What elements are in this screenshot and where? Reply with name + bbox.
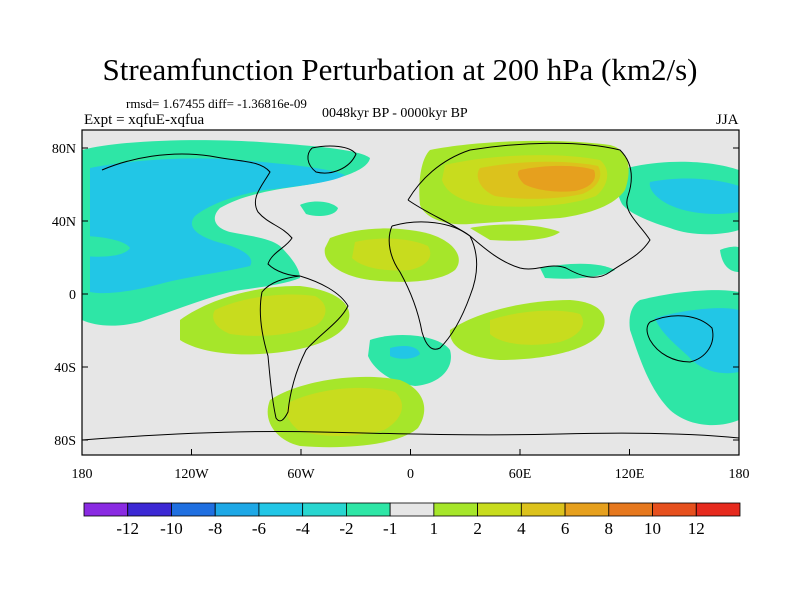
stats-text: rmsd= 1.67455 diff= -1.36816e-09 — [126, 96, 307, 111]
contour-neg-tropical-pacific — [720, 246, 739, 272]
colorbar-swatch — [345, 502, 391, 517]
lat-label-0: 0 — [69, 288, 76, 303]
lat-label-40n: 40N — [52, 215, 76, 230]
colorbar-label: 8 — [605, 519, 614, 538]
colorbar-swatch — [433, 502, 479, 517]
contour-neg-indian — [540, 263, 615, 279]
colorbar-label: -12 — [116, 519, 139, 538]
contour-neg-south-atlantic-core — [390, 346, 420, 359]
lat-label-40s: 40S — [54, 361, 76, 376]
contour-pos-tropical-indian — [470, 224, 560, 241]
colorbar-swatch — [302, 502, 347, 517]
lat-label-80s: 80S — [54, 434, 76, 449]
contour-neg-australia-core — [655, 308, 739, 374]
map-title: Streamfunction Perturbation at 200 hPa (… — [102, 52, 698, 87]
colorbar-swatch — [564, 502, 610, 517]
contour-pos-eurasia-6 — [517, 165, 596, 192]
colorbar-swatch — [520, 502, 566, 517]
contour-field — [82, 130, 739, 455]
contour-neg-north-america-core — [90, 158, 345, 294]
lon-label-0: 0 — [407, 467, 414, 482]
coastline-australia — [646, 315, 714, 363]
colorbar-label: 4 — [517, 519, 526, 538]
colorbar-label: -6 — [252, 519, 266, 538]
colorbar-label: -2 — [339, 519, 353, 538]
lon-label-60w: 60W — [287, 467, 315, 482]
contour-pos-south-pacific-core — [286, 387, 402, 436]
colorbar-swatch — [127, 502, 172, 517]
colorbar-label: -1 — [383, 519, 397, 538]
coastline-antarctica — [82, 430, 739, 441]
colorbar-swatch — [83, 502, 129, 517]
coastline-greenland — [307, 145, 357, 174]
lon-label-120w: 120W — [174, 467, 209, 482]
axis-ticks — [81, 147, 740, 455]
colorbar-label: 6 — [561, 519, 570, 538]
lon-label-180e: 180 — [729, 467, 750, 482]
contour-pos-south-america-core — [213, 294, 326, 336]
coastlines — [82, 142, 739, 441]
colorbar-swatch — [389, 502, 435, 517]
colorbar-swatch — [652, 502, 697, 517]
season-label: JJA — [716, 112, 739, 128]
lon-label-60e: 60E — [509, 467, 532, 482]
colorbar-swatch — [695, 502, 741, 517]
contour-neg-east-asia-core — [649, 178, 739, 214]
colorbar-swatch — [258, 502, 304, 517]
lat-label-80n: 80N — [52, 142, 76, 157]
period-label: 0048kyr BP - 0000kyr BP — [322, 106, 468, 121]
lon-label-120e: 120E — [615, 467, 645, 482]
colorbar: -12 -10 -8 -6 -4 -2 -1 1 2 4 6 8 10 12 — [83, 502, 741, 538]
colorbar-label: 1 — [430, 519, 439, 538]
colorbar-label: 10 — [644, 519, 661, 538]
coastline-north-america — [101, 153, 301, 277]
contour-pos-indian-ocean-core — [490, 310, 584, 345]
contour-neg-north-pacific — [82, 236, 130, 257]
colorbar-swatch — [171, 502, 216, 517]
colorbar-swatch — [477, 502, 522, 517]
colorbar-swatch — [214, 502, 260, 517]
contour-neg-atlantic — [300, 201, 338, 216]
colorbar-label: -8 — [208, 519, 222, 538]
coastline-south-america — [259, 275, 349, 422]
lon-label-180w: 180 — [72, 467, 93, 482]
coastline-eurasia — [407, 142, 651, 278]
colorbar-label: -4 — [296, 519, 311, 538]
colorbar-swatch — [608, 502, 653, 517]
colorbar-label: 12 — [688, 519, 705, 538]
colorbar-label: -10 — [160, 519, 183, 538]
colorbar-label: 2 — [473, 519, 482, 538]
experiment-label: Expt = xqfuE-xqfua — [84, 112, 205, 128]
